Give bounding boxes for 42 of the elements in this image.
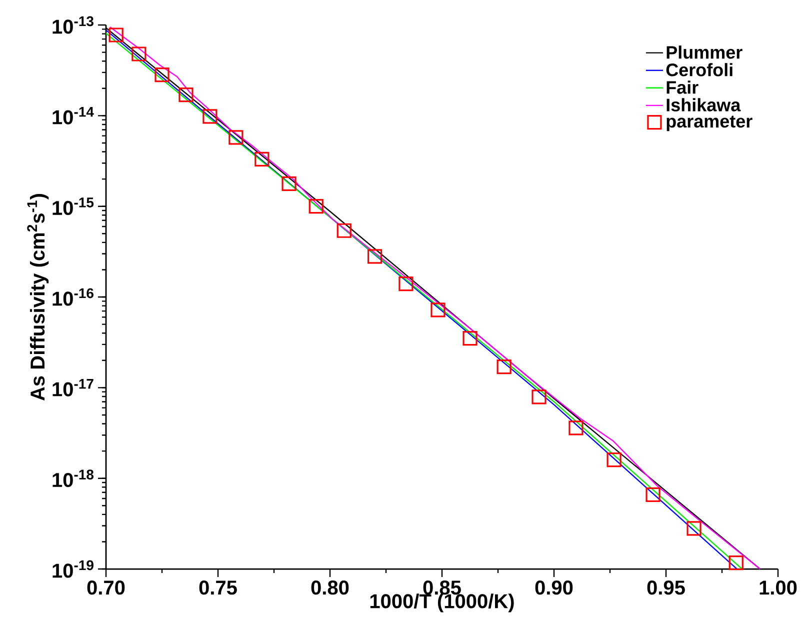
y-tick-label: 10$^{-18}$ [52, 470, 94, 488]
point [202, 109, 218, 124]
point [132, 46, 146, 62]
y-tick-label: 10$^{-16}$ [52, 288, 94, 306]
point [686, 521, 702, 536]
point [308, 199, 324, 214]
x-tick-label: 0.95 [647, 580, 685, 595]
x-tick-label: 0.75 [199, 580, 237, 595]
point [282, 176, 296, 191]
x-tick-label: 1.00 [760, 580, 797, 595]
y-tick-label: 10$^{-14}$ [52, 107, 94, 124]
point [336, 223, 352, 238]
point [462, 331, 478, 346]
point [728, 556, 744, 570]
point [108, 28, 124, 42]
y-tick-label: 10$^{-13}$ [52, 16, 94, 34]
x-tick-label: 0.85 [423, 580, 461, 595]
legend-label: parameter [666, 116, 752, 132]
point [178, 87, 194, 102]
point [368, 249, 382, 264]
x-tick-label: 0.70 [87, 580, 125, 595]
point [496, 360, 512, 374]
legend-label: Plummer [666, 46, 742, 59]
point [154, 68, 170, 82]
point [430, 302, 446, 318]
point [398, 276, 414, 292]
y-tick-label: 10$^{-19}$ [52, 560, 94, 578]
point [606, 452, 622, 468]
point [532, 390, 546, 404]
x-axis-title: 1000/T (1000/K) [370, 594, 514, 612]
point [646, 487, 660, 502]
y-tick-label: 10$^{-15}$ [52, 198, 94, 216]
y-axis-title: As Diffusivity (cm$^{2}$s$^{-1}$) [27, 194, 49, 400]
point [228, 130, 244, 145]
x-tick-label: 0.90 [535, 580, 573, 595]
y-tick-label: 10$^{-17}$ [52, 379, 94, 396]
point [568, 420, 584, 436]
legend-label: Fair [666, 80, 698, 94]
legend-label: Ishikawa [666, 98, 741, 112]
legend-label: Cerofoli [666, 63, 732, 76]
x-tick-label: 0.80 [311, 580, 349, 595]
point [254, 152, 270, 167]
